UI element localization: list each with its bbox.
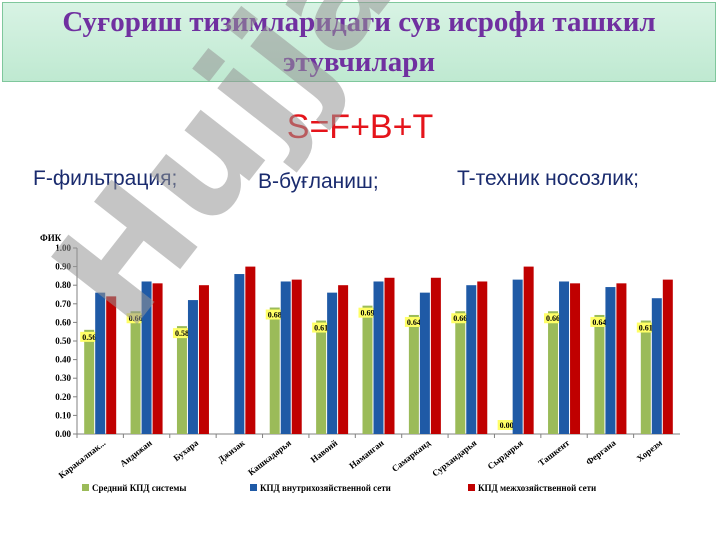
x-tick-label: Каракалпак... — [57, 438, 108, 481]
bar-inter — [245, 266, 256, 434]
x-tick-label: Бухара — [171, 437, 200, 463]
bar-system — [130, 311, 141, 434]
bar-system — [362, 305, 373, 434]
bar-inter — [570, 283, 581, 434]
data-label-box — [80, 331, 99, 342]
y-tick-label: 0.90 — [55, 262, 71, 272]
efficiency-bar-chart: ФИК 0.00 0.10 0.20 0.30 0.40 0.50 0.60 0.70 0.80 0… — [40, 233, 680, 493]
x-tick-label: Сурхандарья — [430, 438, 478, 479]
definition-technical-fault: T-техник носозлик; — [457, 167, 639, 190]
bar-system — [455, 311, 466, 434]
y-tick-label: 0.20 — [55, 392, 71, 402]
bar-system — [594, 314, 605, 434]
data-label: 0.56 — [82, 333, 96, 342]
bar-inter — [338, 285, 349, 434]
data-label-box — [358, 307, 377, 318]
data-label-box — [265, 309, 284, 320]
legend-swatch — [82, 484, 89, 491]
data-label: 0.66 — [453, 314, 467, 323]
y-tick-label: 0.40 — [55, 355, 71, 365]
data-label-box — [126, 313, 145, 324]
data-label: 0.61 — [314, 324, 328, 333]
bar-internal — [419, 292, 430, 434]
y-tick-label: 0.50 — [55, 336, 71, 346]
data-label: 0.69 — [361, 309, 375, 318]
legend-swatch — [250, 484, 257, 491]
data-label-box — [404, 316, 423, 327]
x-tick-label: Наманган — [347, 438, 385, 471]
bar-system — [640, 320, 651, 434]
x-tick-label: Кашкадарья — [246, 438, 293, 478]
bar-internal — [280, 281, 291, 434]
x-tick-label: Навоий — [309, 438, 340, 465]
slide-title: Суғориш тизимларидаги сув исрофи ташкил … — [62, 6, 656, 78]
y-tick-label: 0.30 — [55, 373, 71, 383]
y-tick-label: 0.80 — [55, 280, 71, 290]
data-label: 0.00 — [500, 421, 514, 430]
data-label-box — [312, 322, 331, 333]
bar-inter — [523, 266, 534, 434]
data-label-box — [636, 322, 655, 333]
legend-swatch — [468, 484, 475, 491]
data-label: 0.68 — [268, 311, 282, 320]
formula: S=F+B+T — [286, 108, 434, 146]
bar-inter — [616, 283, 627, 434]
bar-inter — [662, 279, 673, 434]
data-label: 0.66 — [546, 314, 560, 323]
title-banner: Суғориш тизимларидаги сув исрофи ташкил … — [2, 2, 716, 82]
data-label-box — [497, 420, 516, 430]
bar-system — [316, 320, 327, 434]
bar-system — [269, 307, 280, 434]
bar-internal — [466, 285, 477, 434]
bar-system — [176, 326, 187, 434]
data-label: 0.64 — [592, 318, 606, 327]
data-label: 0.58 — [175, 329, 189, 338]
bar-inter — [430, 277, 441, 434]
bar-inter — [106, 296, 117, 434]
legend-entry: КПД межхозяйственной сети — [478, 483, 596, 493]
bar-internal — [234, 274, 245, 434]
bar-inter — [198, 285, 209, 434]
y-tick-label: 1.00 — [55, 243, 71, 253]
y-tick-label: 0.60 — [55, 317, 71, 327]
bar-system — [408, 314, 419, 434]
data-label-box — [590, 316, 609, 327]
definition-evaporation: B-буғланиш; — [258, 170, 379, 193]
legend-entry: КПД внутрихозяйственной сети — [260, 483, 391, 493]
x-tick-label: Сырдарья — [486, 438, 525, 472]
bar-system — [548, 311, 559, 434]
data-label: 0.61 — [639, 324, 653, 333]
bar-internal — [651, 298, 662, 434]
x-tick-label: Фергана — [584, 437, 618, 467]
bar-internal — [187, 300, 198, 434]
y-tick-label: 0.00 — [55, 429, 71, 439]
y-axis-label: ФИК — [40, 233, 62, 243]
data-label-box — [544, 313, 563, 324]
bar-inter — [291, 279, 302, 434]
bar-inter — [152, 283, 163, 434]
bar-internal — [559, 281, 570, 434]
bar-internal — [373, 281, 384, 434]
bar-internal — [95, 292, 106, 434]
y-tick-label: 0.70 — [55, 299, 71, 309]
x-tick-label: Хорезм — [635, 438, 664, 464]
bar-system — [84, 329, 95, 434]
x-tick-label: Андижан — [118, 438, 154, 469]
data-label: 0.64 — [407, 318, 421, 327]
bar-internal — [605, 287, 616, 434]
bar-inter — [384, 277, 395, 434]
bar-internal — [141, 281, 152, 434]
bar-internal — [512, 279, 523, 434]
bar-internal — [327, 292, 338, 434]
data-label-box — [451, 313, 470, 324]
definition-filtration: F-фильтрация; — [33, 167, 178, 190]
x-tick-label: Ташкент — [536, 437, 571, 468]
bar-inter — [477, 281, 488, 434]
data-label-box — [172, 328, 191, 339]
x-tick-label: Джизак — [216, 437, 247, 465]
y-tick-label: 0.10 — [55, 410, 71, 420]
x-tick-label: Самарканд — [390, 437, 433, 473]
legend-entry: Средний КПД системы — [92, 483, 186, 493]
data-label: 0.66 — [129, 314, 143, 323]
